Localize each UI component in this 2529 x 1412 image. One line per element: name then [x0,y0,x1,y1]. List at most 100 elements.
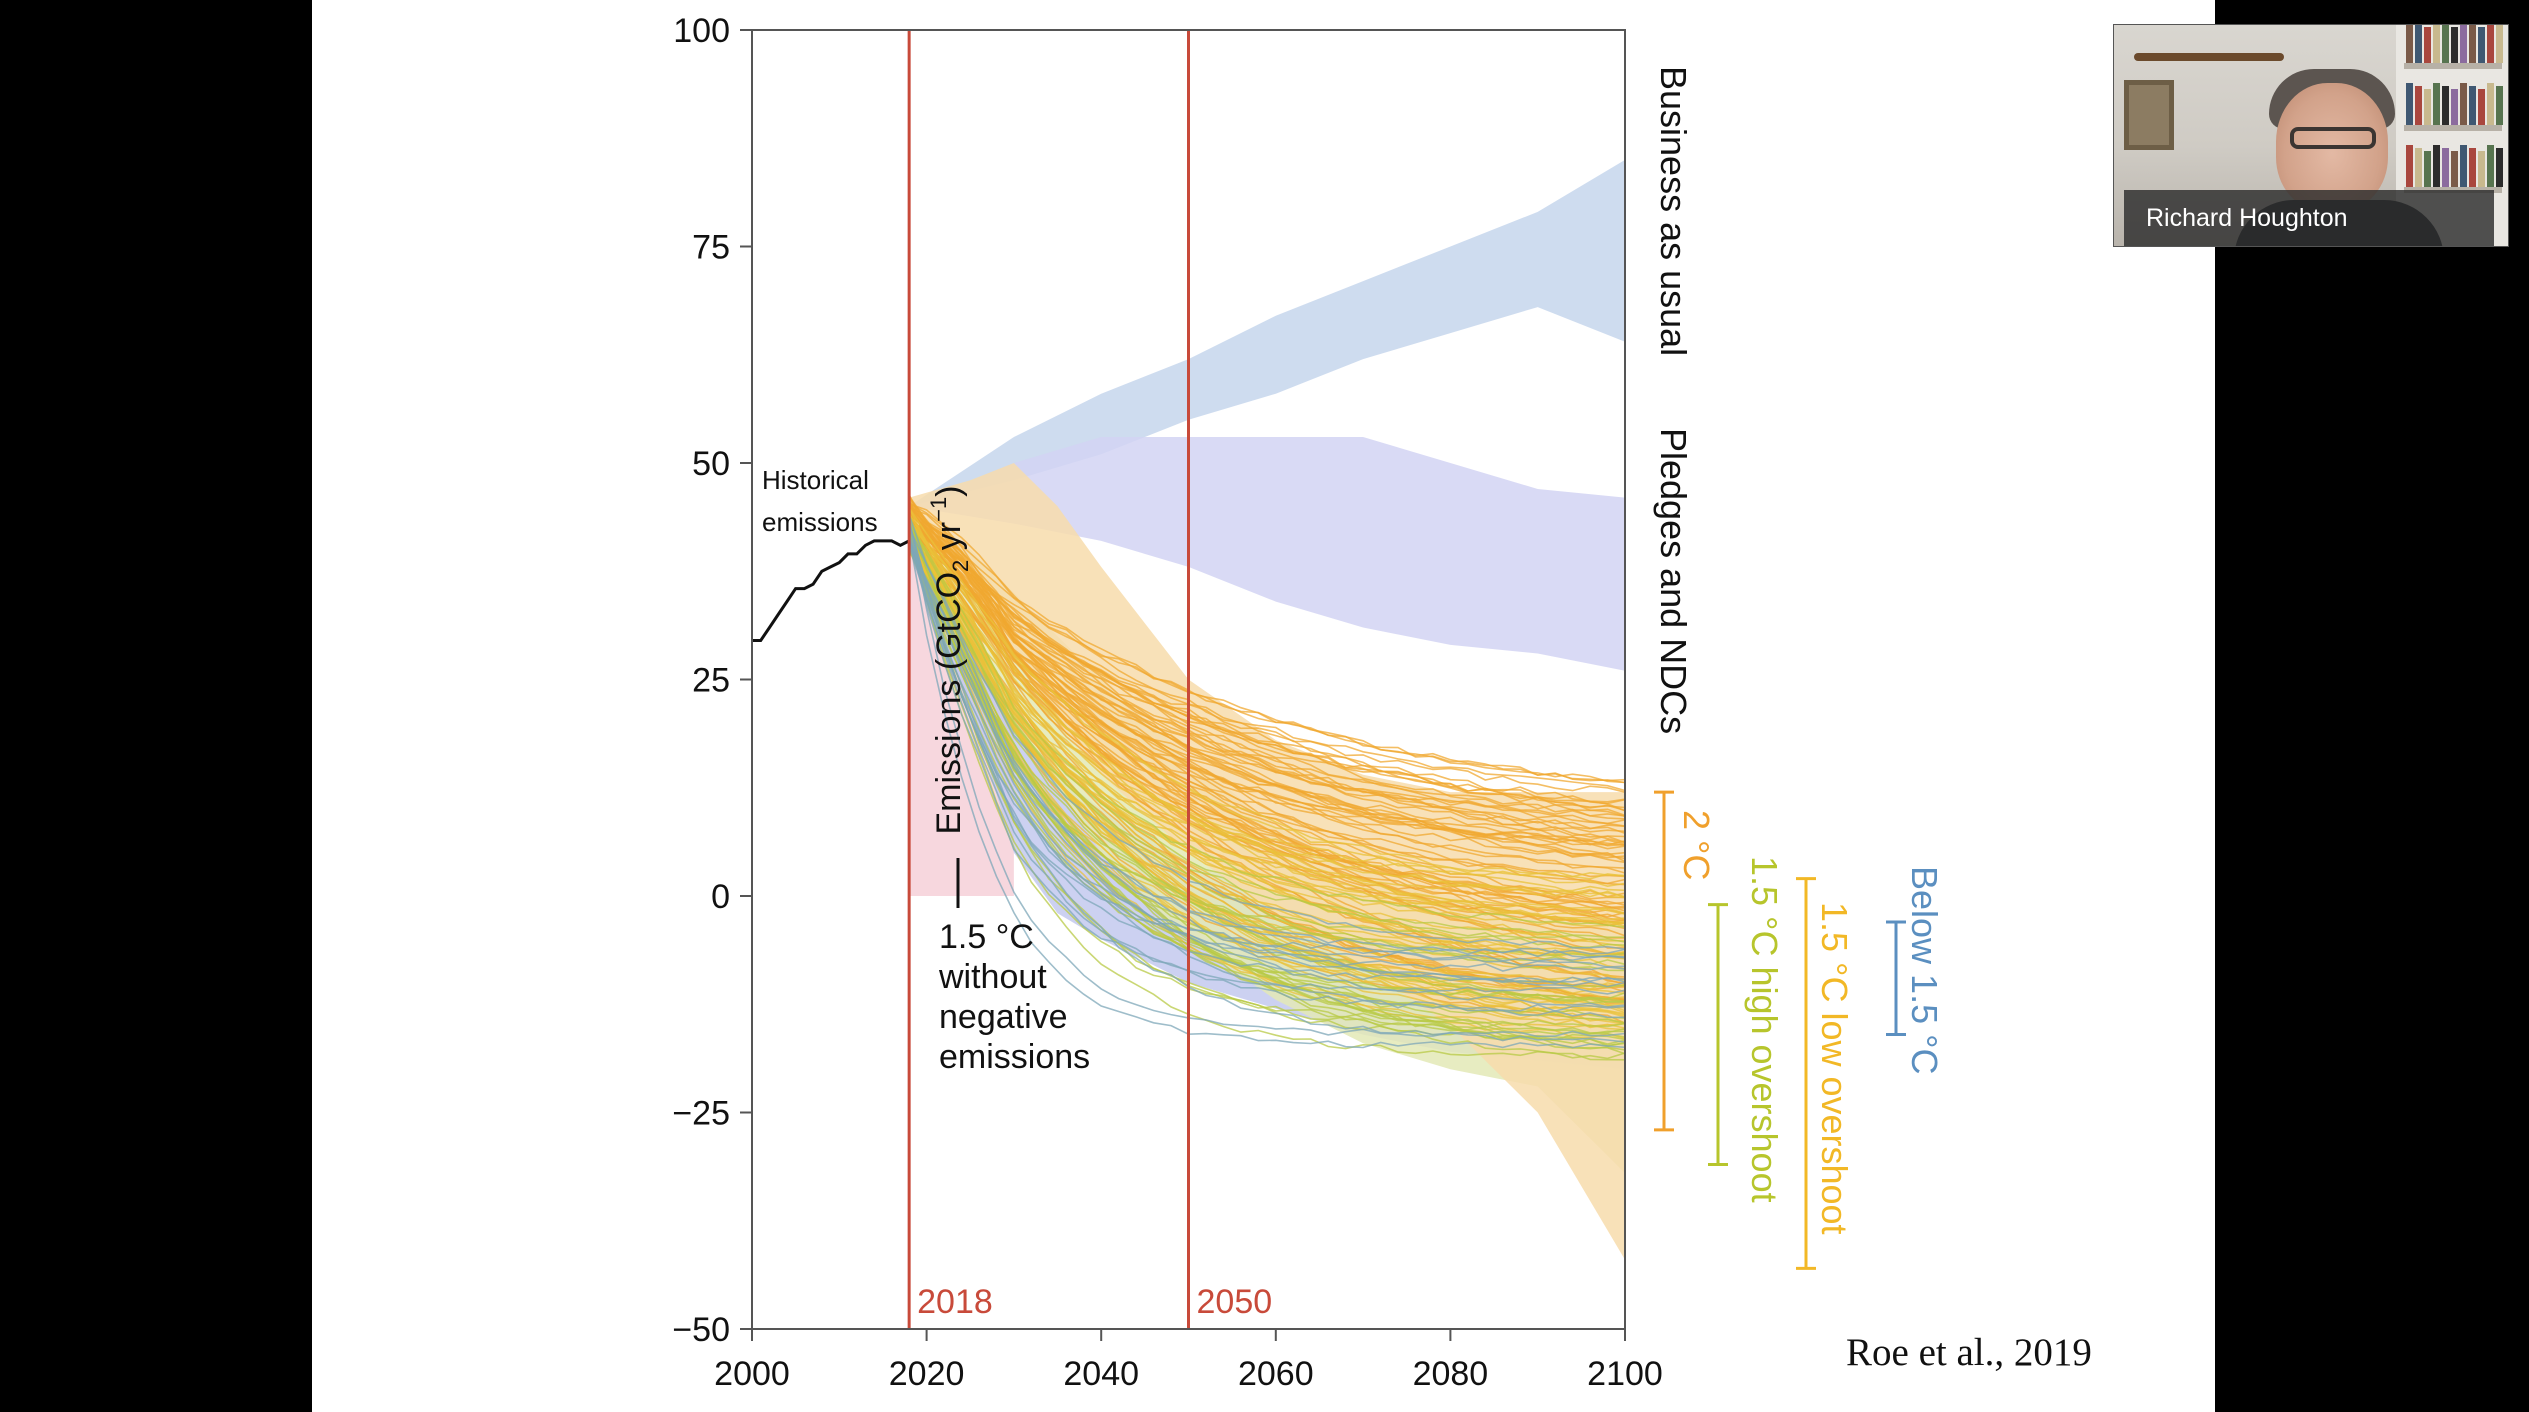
x-tick-label: 2000 [714,1355,790,1393]
pathway-line [908,497,1626,830]
pathway-line [908,514,1626,874]
book [2433,83,2440,125]
pathway-line [908,529,1626,1035]
pathway-line [908,537,1626,792]
historical-label: Historical emissions [762,465,878,537]
x-tick-label: 2040 [1063,1355,1139,1393]
pathway-line [908,514,1626,988]
book [2406,83,2413,125]
participant-name: Richard Houghton [2146,203,2348,232]
below15-annotation: 1.5 °C without negative emissions [938,918,1090,1076]
pathway-line [908,533,1626,1024]
book [2496,25,2503,63]
year-markers: 2018 2050 [907,30,1273,1329]
book [2433,25,2440,63]
x-tick-label: 2080 [1413,1355,1489,1393]
y-tick-label: 75 [692,229,730,267]
book [2451,89,2458,125]
pathway-line [908,526,1626,1045]
pathway-line [908,536,1626,793]
pathway-line [908,523,1626,972]
label-2c: 2 °C [1676,810,1717,880]
book [2424,151,2431,187]
pathway-line [908,542,1626,909]
shelf-board [2404,125,2502,131]
pathway-line [908,541,1626,968]
pathway-line [908,546,1626,1029]
wall-paddle [2134,53,2284,61]
book [2442,86,2449,125]
pathway-line [908,527,1626,864]
book [2424,89,2431,125]
axis-ticks: 100 75 50 25 0 −25 −50 2000 2020 2040 2060 2080 2100 [672,12,1663,1393]
pathway-line [908,525,1626,784]
book [2478,89,2485,125]
x-tick-label: 2100 [1587,1355,1663,1393]
book [2487,83,2494,125]
book [2415,148,2422,187]
pathway-line [908,527,1626,950]
x-tick-label: 2060 [1238,1355,1314,1393]
historical-series [752,539,910,642]
pathway-line [908,513,1626,995]
book [2406,25,2413,63]
pathway-line [908,519,1626,948]
band-1 [909,437,1625,671]
book [2415,86,2422,125]
shelf-board [2404,63,2502,69]
pathway-line [908,507,1626,784]
book [2469,148,2476,187]
y-tick-label: −25 [672,1095,730,1133]
label-below-1-5c: Below 1.5 °C [1904,866,1945,1075]
book [2442,148,2449,187]
x-tick-label: 2020 [889,1355,965,1393]
book [2415,25,2422,63]
label-business-as-usual: Business as usual [1653,66,1694,356]
marker-label-2050: 2050 [1197,1283,1273,1321]
pathway-line [908,505,1626,900]
y-tick-label: 0 [711,878,730,916]
book [2496,86,2503,125]
pathway-line [908,541,1626,1002]
y-axis-label: Emissions (GtCO2 yr−1) [926,485,973,834]
participant-video-tile[interactable]: Richard Houghton [2113,24,2509,247]
pathway-line [908,541,1626,1019]
y-tick-label: 50 [692,445,730,483]
band-0 [909,159,1625,507]
label-1-5c-high-overshoot: 1.5 °C high overshoot [1744,856,1785,1203]
pathway-line [908,533,1626,915]
pathway-line [908,507,1626,892]
pathway-line [908,540,1626,880]
book [2406,145,2413,187]
book [2433,145,2440,187]
book [2487,25,2494,63]
pathway-line [908,510,1626,820]
presentation-slide: 2018 2050 100 75 50 25 0 −25 −50 2000 2020 2040 206… [312,0,2215,1412]
pathway-line [908,508,1626,869]
book [2478,151,2485,187]
wall-picture [2124,80,2174,150]
book [2469,25,2476,63]
pathway-line [908,541,1626,1008]
emissions-chart: 2018 2050 100 75 50 25 0 −25 −50 2000 2020 2040 206… [672,12,1945,1393]
book [2424,27,2431,63]
pathway-line [908,545,1626,898]
pathway-line [908,503,1626,818]
label-pledges-ndcs: Pledges and NDCs [1653,428,1694,734]
pathway-line [908,551,1626,949]
participant-glasses [2290,127,2376,149]
pathway-line [908,518,1626,927]
pathway-line [908,530,1626,962]
y-tick-label: −50 [672,1311,730,1349]
marker-label-2018: 2018 [917,1283,993,1321]
book [2469,86,2476,125]
pathway-lines [908,494,1626,1061]
pathway-line [908,537,1626,825]
book [2478,27,2485,63]
pathway-line [908,537,1626,1012]
pathway-line [908,523,1626,878]
range-brackets [1654,790,1906,1270]
pathway-line [908,522,1626,928]
citation: Roe et al., 2019 [1846,1331,2092,1374]
pathway-line [908,523,1626,1043]
